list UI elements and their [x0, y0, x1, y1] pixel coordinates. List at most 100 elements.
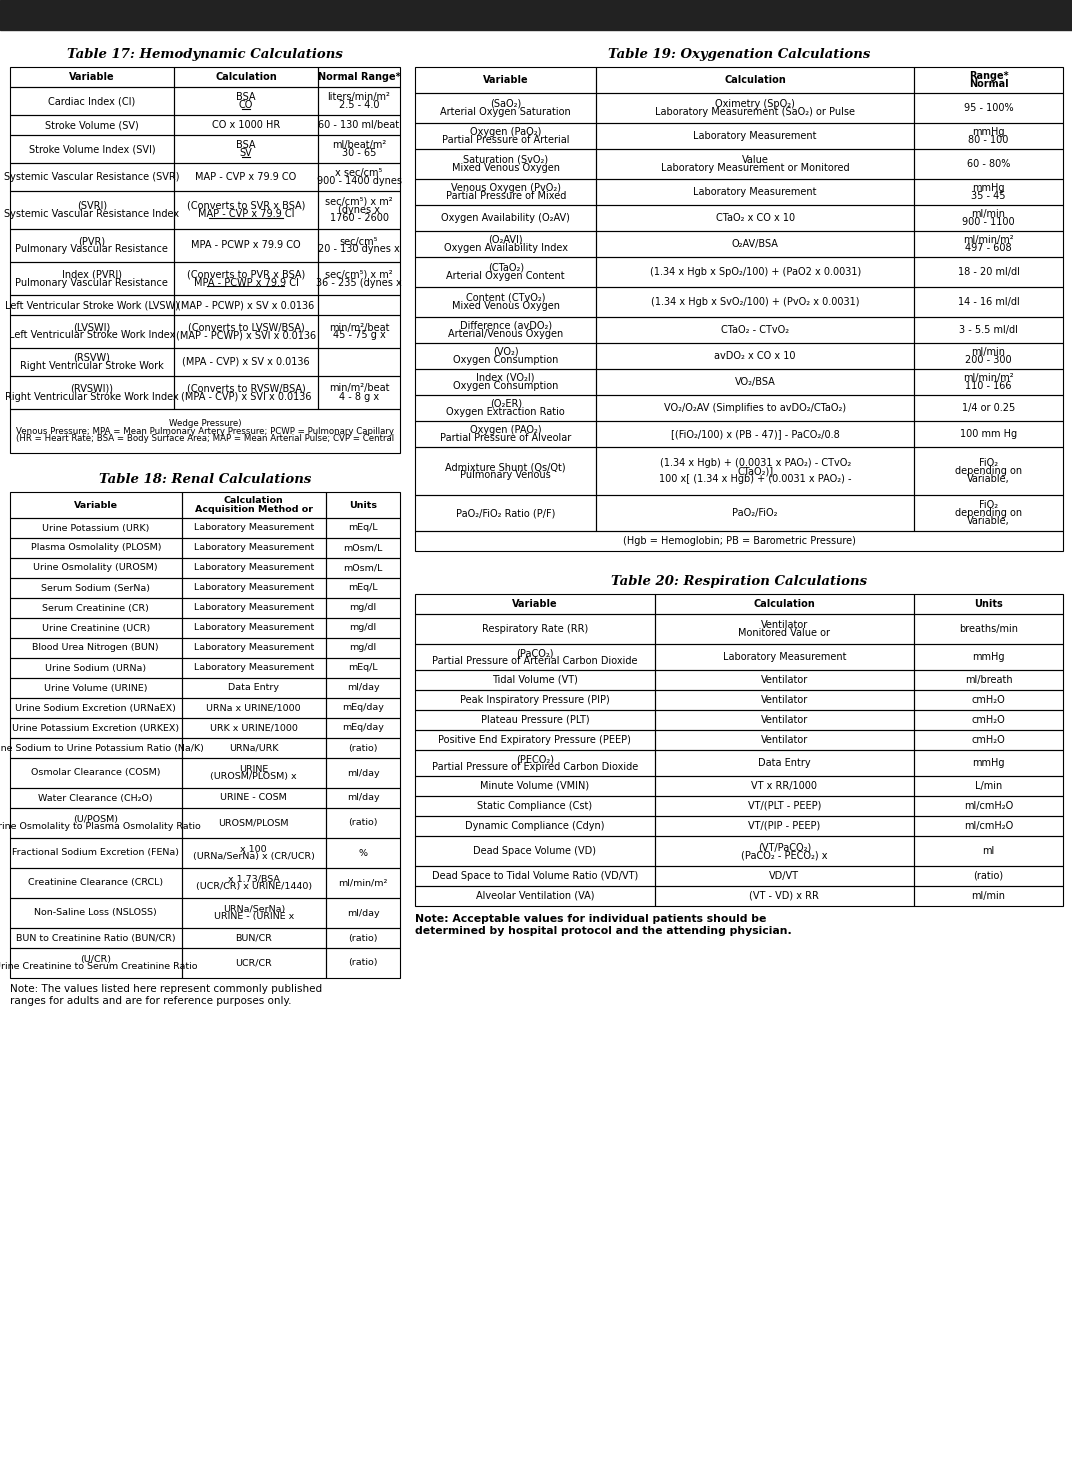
Text: (Converts to PVR x BSA): (Converts to PVR x BSA) — [187, 270, 306, 279]
Bar — [914, 93, 1063, 123]
Text: Partial Pressure of Arterial: Partial Pressure of Arterial — [442, 135, 569, 145]
Bar — [415, 816, 655, 836]
Bar — [415, 317, 596, 343]
Bar — [596, 67, 914, 93]
Bar — [10, 295, 174, 314]
Text: Variable: Variable — [512, 599, 557, 610]
Bar — [914, 123, 1063, 148]
Text: Oximetry (SpO₂): Oximetry (SpO₂) — [715, 99, 795, 108]
Bar — [596, 205, 914, 231]
Bar — [914, 885, 1063, 906]
Bar — [415, 750, 655, 776]
Bar — [174, 191, 318, 228]
Text: URINE - (URINE x: URINE - (URINE x — [213, 912, 294, 921]
Text: Mixed Venous Oxygen: Mixed Venous Oxygen — [451, 301, 560, 311]
Text: UCR/CR: UCR/CR — [236, 958, 272, 967]
Bar — [415, 885, 655, 906]
Bar — [318, 87, 400, 116]
Text: (1.34 x Hgb x SvO₂/100) + (PvO₂ x 0.0031): (1.34 x Hgb x SvO₂/100) + (PvO₂ x 0.0031… — [651, 297, 860, 307]
Text: (UROSM/PLOSM) x: (UROSM/PLOSM) x — [210, 773, 297, 782]
Bar — [326, 948, 400, 977]
Bar — [914, 495, 1063, 531]
Bar — [10, 262, 174, 295]
Bar — [655, 866, 914, 885]
Bar — [596, 394, 914, 421]
Text: Units: Units — [349, 500, 377, 510]
Text: CO x 1000 HR: CO x 1000 HR — [212, 120, 280, 131]
Bar — [326, 718, 400, 739]
Text: O₂AV/BSA: O₂AV/BSA — [732, 239, 778, 249]
Bar — [10, 228, 174, 262]
Text: 18 - 20 ml/dl: 18 - 20 ml/dl — [957, 267, 1019, 277]
Bar — [415, 730, 655, 750]
Text: Variable,: Variable, — [967, 516, 1010, 526]
Bar — [318, 349, 400, 377]
Text: Laboratory Measurement: Laboratory Measurement — [194, 564, 314, 572]
Text: (LVSWI): (LVSWI) — [73, 322, 110, 332]
Text: Data Entry: Data Entry — [228, 684, 279, 693]
Text: Normal: Normal — [969, 79, 1009, 89]
Bar — [415, 93, 596, 123]
Bar — [914, 710, 1063, 730]
Text: [(FiO₂/100) x (PB - 47)] - PaCO₂/0.8: [(FiO₂/100) x (PB - 47)] - PaCO₂/0.8 — [671, 429, 839, 439]
Bar — [10, 538, 181, 558]
Text: Partial Pressure of Alveolar: Partial Pressure of Alveolar — [441, 433, 571, 443]
Text: (VT/PaCO₂): (VT/PaCO₂) — [758, 842, 812, 853]
Bar — [10, 948, 181, 977]
Text: 20 - 130 dynes x: 20 - 130 dynes x — [318, 245, 400, 255]
Text: 1760 - 2600: 1760 - 2600 — [329, 214, 388, 222]
Text: Laboratory Measurement: Laboratory Measurement — [194, 604, 314, 612]
Text: Peak Inspiratory Pressure (PIP): Peak Inspiratory Pressure (PIP) — [460, 696, 610, 704]
Text: Oxygen Extraction Ratio: Oxygen Extraction Ratio — [446, 406, 565, 417]
Text: (U/POSM): (U/POSM) — [73, 814, 118, 823]
Text: depending on: depending on — [955, 466, 1022, 476]
Text: Serum Sodium (SerNa): Serum Sodium (SerNa) — [42, 583, 150, 593]
Text: (O₂ER): (O₂ER) — [490, 399, 522, 409]
Bar — [415, 495, 596, 531]
Text: VO₂/BSA: VO₂/BSA — [734, 377, 775, 387]
Bar — [415, 446, 596, 495]
Bar — [10, 349, 174, 377]
Bar — [415, 421, 596, 446]
Text: Ventilator: Ventilator — [761, 715, 808, 725]
Text: (SVRI): (SVRI) — [77, 202, 107, 211]
Bar — [318, 67, 400, 87]
Text: Calculation: Calculation — [754, 599, 815, 610]
Bar — [415, 690, 655, 710]
Text: Range*: Range* — [969, 71, 1009, 80]
Text: 100 mm Hg: 100 mm Hg — [959, 429, 1017, 439]
Bar — [415, 776, 655, 796]
Text: UROSM/PLOSM: UROSM/PLOSM — [219, 819, 289, 828]
Text: (Converts to RVSW/BSA): (Converts to RVSW/BSA) — [187, 384, 306, 393]
Bar — [174, 135, 318, 163]
Bar — [181, 899, 326, 928]
Text: Note: The values listed here represent commonly published
ranges for adults and : Note: The values listed here represent c… — [10, 985, 322, 1005]
Text: (SaO₂): (SaO₂) — [490, 99, 521, 108]
Text: sec/cm⁵) x m²: sec/cm⁵) x m² — [325, 270, 392, 279]
Text: Left Ventricular Stroke Work (LVSW): Left Ventricular Stroke Work (LVSW) — [5, 300, 179, 310]
Text: (RVSWI)): (RVSWI)) — [71, 384, 114, 393]
Bar — [326, 698, 400, 718]
Bar — [181, 578, 326, 598]
Text: 900 - 1400 dynes: 900 - 1400 dynes — [316, 176, 402, 185]
Text: Urine Creatinine (UCR): Urine Creatinine (UCR) — [42, 623, 150, 633]
Bar — [10, 787, 181, 808]
Text: (ratio): (ratio) — [348, 958, 377, 967]
Text: Respiratory Rate (RR): Respiratory Rate (RR) — [481, 624, 589, 635]
Bar — [655, 595, 914, 614]
Text: 110 - 166: 110 - 166 — [965, 381, 1012, 392]
Text: Index (VO₂I): Index (VO₂I) — [476, 374, 535, 383]
Text: Laboratory Measurement: Laboratory Measurement — [194, 543, 314, 553]
Bar — [596, 446, 914, 495]
Bar — [415, 531, 1063, 552]
Bar — [596, 148, 914, 179]
Text: FiO₂: FiO₂ — [979, 500, 998, 510]
Text: Stroke Volume Index (SVI): Stroke Volume Index (SVI) — [29, 144, 155, 154]
Text: Table 18: Renal Calculations: Table 18: Renal Calculations — [99, 473, 311, 486]
Bar — [326, 739, 400, 758]
Bar — [596, 495, 914, 531]
Text: Admixture Shunt (Qs/Qt): Admixture Shunt (Qs/Qt) — [445, 463, 566, 472]
Text: Plateau Pressure (PLT): Plateau Pressure (PLT) — [480, 715, 590, 725]
Text: Laboratory Measurement: Laboratory Measurement — [194, 583, 314, 593]
Text: Mixed Venous Oxygen: Mixed Venous Oxygen — [451, 163, 560, 174]
